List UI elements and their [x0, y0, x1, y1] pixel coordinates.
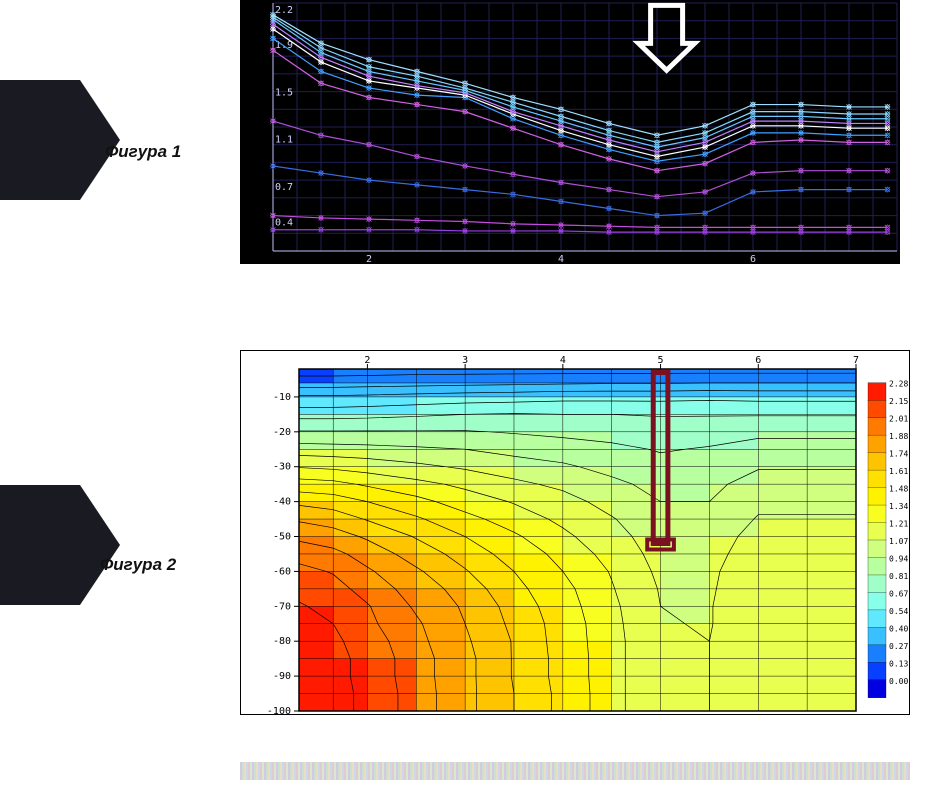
svg-text:0.81: 0.81: [889, 572, 908, 581]
figure1-label: Фигура 1: [105, 142, 181, 162]
svg-text:4: 4: [558, 254, 564, 263]
svg-text:1.34: 1.34: [889, 502, 908, 511]
svg-text:-40: -40: [273, 497, 291, 508]
figure2-svg: 2 3 4 5 6 7 -10 -20 -30 -40 -50 -60 -70 -80 -90 -100 2.2…: [241, 351, 909, 714]
svg-text:-60: -60: [273, 566, 291, 577]
svg-text:1.5: 1.5: [275, 87, 293, 98]
svg-text:0.13: 0.13: [889, 659, 908, 668]
svg-text:-70: -70: [273, 601, 291, 612]
svg-text:0.94: 0.94: [889, 554, 908, 563]
svg-text:-100: -100: [267, 706, 291, 714]
svg-text:0.4: 0.4: [275, 217, 293, 228]
svg-text:0.40: 0.40: [889, 624, 908, 633]
svg-text:0.27: 0.27: [889, 642, 908, 651]
svg-text:4: 4: [560, 355, 566, 366]
svg-text:6: 6: [755, 355, 761, 366]
svg-text:3: 3: [462, 355, 468, 366]
svg-text:2.28: 2.28: [889, 380, 908, 389]
svg-text:0.54: 0.54: [889, 607, 908, 616]
svg-text:0.7: 0.7: [275, 182, 293, 193]
svg-text:1.07: 1.07: [889, 537, 908, 546]
svg-text:-80: -80: [273, 636, 291, 647]
svg-text:1.61: 1.61: [889, 467, 908, 476]
svg-text:1.1: 1.1: [275, 135, 293, 146]
svg-text:0.00: 0.00: [889, 677, 908, 686]
svg-text:-10: -10: [273, 392, 291, 403]
svg-text:-30: -30: [273, 462, 291, 473]
svg-text:1.48: 1.48: [889, 485, 908, 494]
svg-text:-50: -50: [273, 532, 291, 543]
svg-text:2: 2: [366, 254, 372, 263]
svg-text:2.2: 2.2: [275, 5, 293, 16]
svg-text:2.01: 2.01: [889, 415, 908, 424]
svg-text:1.88: 1.88: [889, 432, 908, 441]
svg-text:2: 2: [364, 355, 370, 366]
svg-text:-90: -90: [273, 671, 291, 682]
svg-text:1.21: 1.21: [889, 520, 908, 529]
figure2-heatmap: 2 3 4 5 6 7 -10 -20 -30 -40 -50 -60 -70 -80 -90 -100 2.2…: [240, 350, 910, 715]
svg-text:-20: -20: [273, 427, 291, 438]
noise-strip: [240, 762, 910, 780]
svg-text:6: 6: [750, 254, 756, 263]
figure1-chart: 0.40.71.11.51.92.2246: [240, 0, 900, 264]
figure1-svg: 0.40.71.11.51.92.2246: [241, 1, 899, 263]
svg-text:2.15: 2.15: [889, 397, 908, 406]
svg-text:5: 5: [658, 355, 664, 366]
figure1-marker: [0, 80, 80, 200]
svg-text:0.67: 0.67: [889, 589, 908, 598]
figure2-marker: [0, 485, 80, 605]
svg-text:7: 7: [853, 355, 859, 366]
figure2-label: Фигура 2: [100, 555, 176, 575]
svg-text:1.74: 1.74: [889, 450, 908, 459]
